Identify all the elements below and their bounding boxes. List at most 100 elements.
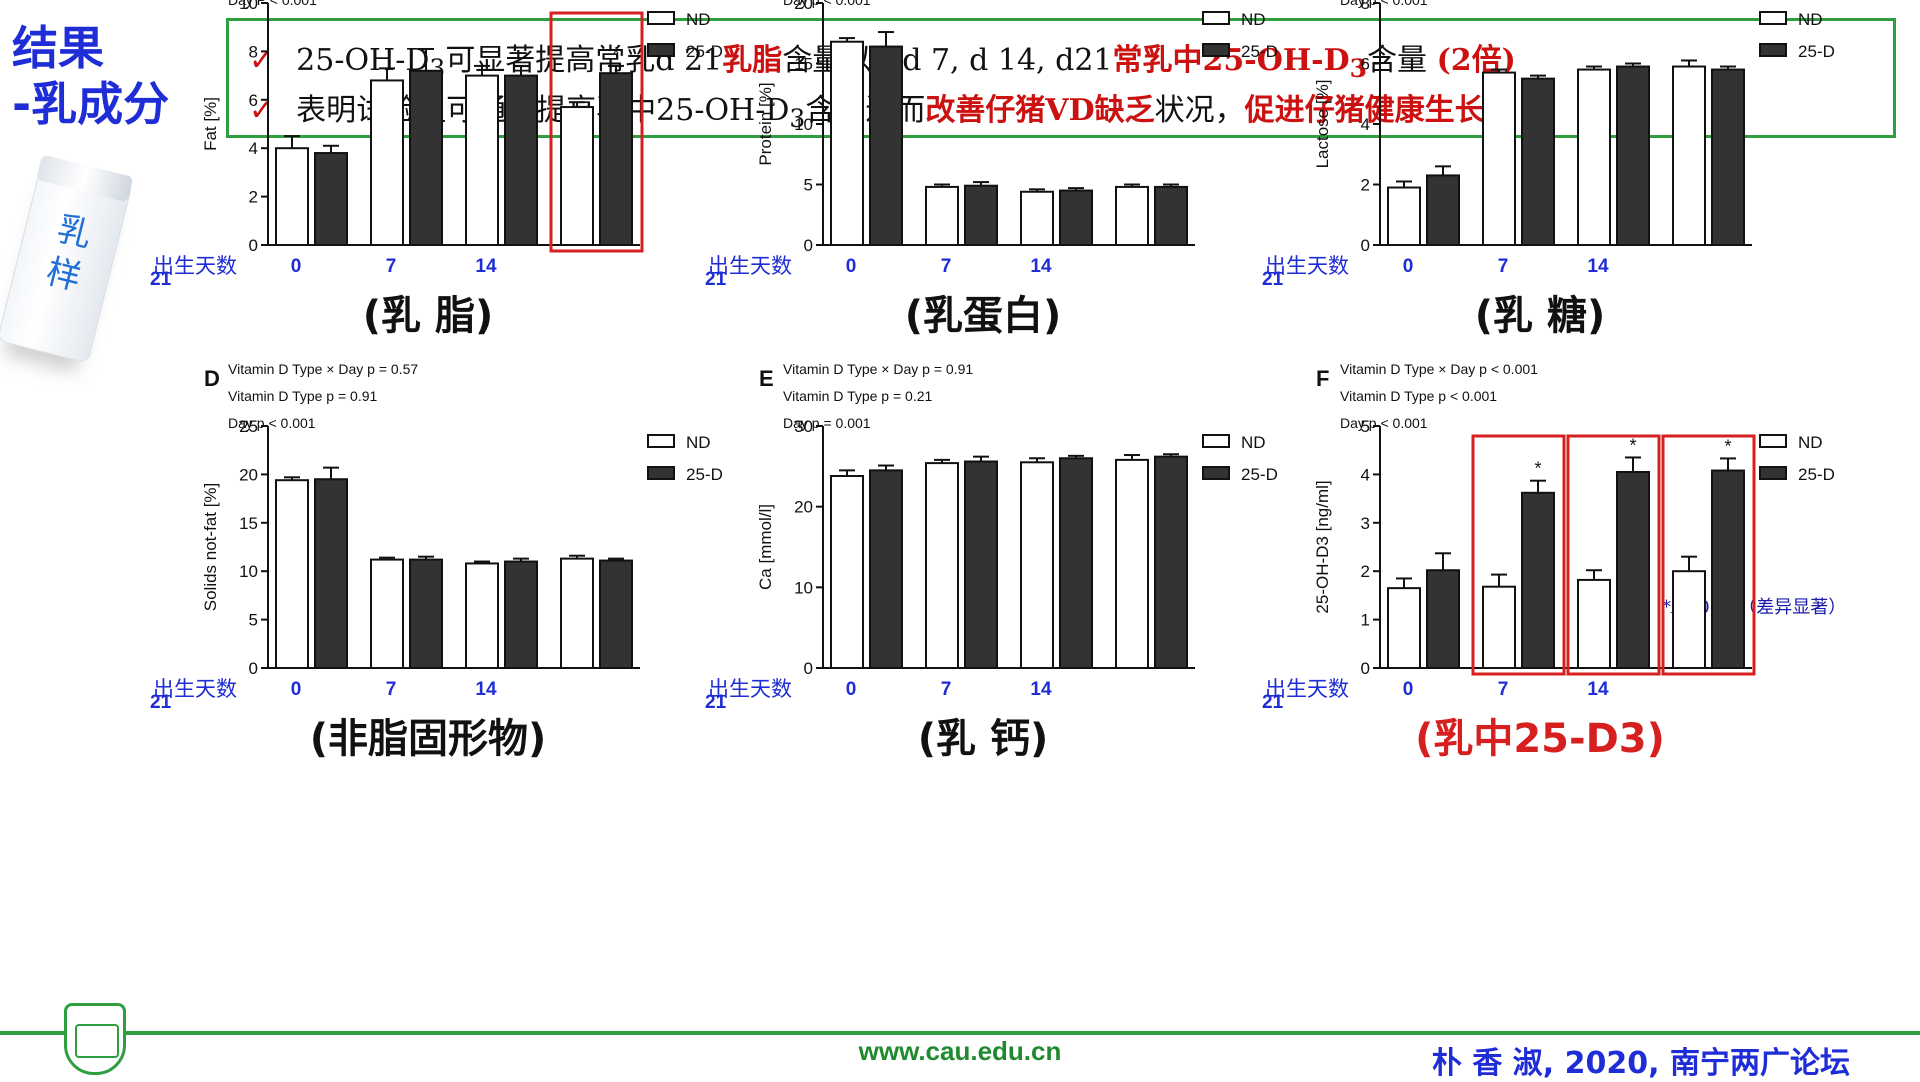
x-tick-label: 0	[1403, 679, 1414, 700]
highlight-box	[1471, 434, 1566, 676]
y-tick-label: 3	[1361, 514, 1370, 533]
y-axis-label: Solids not-fat [%]	[201, 483, 220, 612]
x-tick-label: 14	[1587, 679, 1609, 700]
panel-caption: (乳蛋白)	[905, 293, 1062, 339]
bar-25d	[504, 560, 538, 670]
slide-title: 结果 -乳成分	[12, 20, 169, 132]
summary-text: 状况，	[1154, 93, 1245, 128]
legend-label: 25-D	[1241, 42, 1278, 61]
stats-line: Vitamin D Type p = 0.21	[783, 388, 933, 404]
sig-note-prefix: *	[1662, 597, 1671, 618]
x-axis-title: 出生天数	[1265, 677, 1349, 701]
bar-25d	[1154, 185, 1188, 246]
y-tick-label: 0	[249, 236, 258, 255]
bar-25d	[314, 152, 348, 246]
x-tick-label: 21	[1262, 692, 1284, 713]
legend-swatch-nd	[1202, 11, 1230, 25]
bar-nd	[830, 475, 864, 669]
y-tick-label: 4	[1361, 115, 1370, 134]
y-tick-label: 0	[1361, 236, 1370, 255]
y-tick-label: 0	[804, 659, 813, 678]
bar-nd	[465, 74, 499, 246]
legend-swatch-25d	[1759, 43, 1787, 57]
bar-nd	[1577, 578, 1611, 669]
university-logo-icon	[64, 1003, 126, 1075]
chart-panel-d: D Vitamin D Type × Day p = 0.57 Vitamin D …	[150, 361, 723, 762]
x-tick-label: 7	[1498, 256, 1509, 277]
panel-caption: (乳 糖)	[1475, 293, 1606, 339]
bar-25d	[314, 478, 348, 669]
bar-25d	[1616, 65, 1650, 247]
x-axis-title: 出生天数	[153, 677, 237, 701]
bar-nd	[1020, 190, 1054, 246]
stats-line: Day p < 0.001	[228, 415, 316, 431]
bar-nd	[275, 479, 309, 670]
y-tick-label: 1	[1361, 611, 1370, 630]
x-tick-label: 7	[941, 256, 952, 277]
y-tick-label: 6	[1361, 55, 1370, 74]
charts-canvas: AVitamin D Type × Day p = 0.13Vitamin D …	[150, 0, 1835, 762]
bar-nd	[1577, 68, 1611, 246]
legend-label: 25-D	[686, 42, 723, 61]
bar-25d	[964, 460, 998, 670]
bar-nd	[560, 106, 594, 246]
y-tick-label: 0	[1361, 659, 1370, 678]
highlight-text: 改善仔猪VD缺乏	[925, 93, 1155, 128]
chart-panel-f: F Vitamin D Type × Day p < 0.001 Vitamin D…	[1262, 361, 1835, 762]
bar-nd	[1387, 186, 1421, 246]
bar-25d	[409, 558, 443, 669]
chart-panel-a: AVitamin D Type × Day p = 0.13Vitamin D …	[150, 0, 723, 339]
y-tick-label: 4	[249, 139, 258, 158]
bar-nd	[1387, 587, 1421, 670]
legend-swatch-25d	[647, 466, 675, 480]
summary-text: 含量	[1367, 43, 1428, 78]
y-tick-label: 4	[1361, 465, 1370, 484]
x-tick-label: 21	[705, 269, 727, 290]
panel-caption: (乳 脂)	[363, 293, 494, 339]
footer-credit: 朴 香 淑, 2020, 南宁两广论坛	[1431, 1046, 1850, 1081]
y-tick-label: 20	[794, 0, 813, 13]
bar-25d	[869, 469, 903, 669]
legend-swatch-nd	[1759, 434, 1787, 448]
stats-line: Vitamin D Type p = 0.91	[228, 388, 378, 404]
y-axis-label: Fat [%]	[201, 97, 220, 151]
x-tick-label: 21	[150, 269, 172, 290]
bar-25d	[1616, 470, 1650, 670]
y-axis-label: 25-OH-D3 [ng/ml]	[1313, 480, 1332, 613]
y-tick-label: 20	[794, 498, 813, 517]
x-axis-title: 出生天数	[153, 254, 237, 278]
legend-swatch-25d	[1202, 43, 1230, 57]
panel-letter: E	[759, 366, 774, 391]
significance-star: *	[1629, 435, 1636, 455]
bar-25d	[1154, 455, 1188, 669]
bar-25d	[1711, 68, 1745, 246]
legend-label: ND	[686, 433, 711, 452]
y-tick-label: 8	[249, 42, 258, 61]
subscript: 3	[789, 104, 806, 133]
significance-star: *	[612, 44, 619, 64]
x-tick-label: 0	[846, 256, 857, 277]
legend-label: 25-D	[1798, 465, 1835, 484]
bar-25d	[1426, 569, 1460, 669]
x-axis-title: 出生天数	[708, 254, 792, 278]
chart-panel-c: CVitamin D Type × Day p = 0.31Vitamin D …	[1262, 0, 1835, 339]
x-tick-label: 14	[1030, 679, 1052, 700]
y-tick-label: 5	[249, 611, 258, 630]
bar-25d	[599, 72, 633, 247]
panel-caption: (非脂固形物)	[310, 716, 547, 762]
x-tick-label: 0	[1403, 256, 1414, 277]
legend-swatch-25d	[1759, 466, 1787, 480]
panel-caption: (乳中25-D3)	[1415, 716, 1665, 762]
x-axis-title: 出生天数	[708, 677, 792, 701]
bar-nd	[1672, 65, 1706, 247]
bar-nd	[370, 79, 404, 246]
footer-url[interactable]: www.cau.edu.cn	[858, 1036, 1062, 1066]
highlight-text: 促进仔猪健康生长	[1244, 93, 1485, 128]
summary-text: 含量进而	[805, 93, 926, 128]
chart-panel-e: E Vitamin D Type × Day p = 0.91 Vitamin D …	[705, 361, 1278, 762]
panel-letter: D	[204, 366, 220, 391]
stats-line: Day P < 0.001	[228, 0, 317, 8]
x-tick-label: 7	[386, 256, 397, 277]
y-tick-label: 0	[249, 659, 258, 678]
legend-label: ND	[1241, 10, 1266, 29]
